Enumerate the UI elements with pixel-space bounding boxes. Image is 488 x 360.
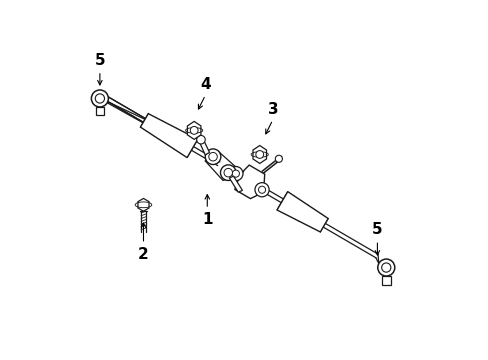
Text: 2: 2 — [138, 247, 148, 262]
Circle shape — [258, 186, 265, 193]
Circle shape — [224, 168, 232, 177]
Polygon shape — [252, 145, 266, 163]
Circle shape — [254, 183, 268, 197]
Circle shape — [255, 150, 263, 158]
Polygon shape — [277, 192, 327, 232]
Polygon shape — [187, 121, 201, 139]
Circle shape — [91, 90, 108, 107]
Circle shape — [220, 165, 236, 180]
Text: 5: 5 — [371, 222, 382, 237]
Circle shape — [377, 259, 394, 276]
Text: 4: 4 — [200, 77, 210, 92]
Polygon shape — [234, 165, 264, 199]
Polygon shape — [96, 107, 104, 116]
Circle shape — [275, 155, 282, 162]
Polygon shape — [229, 176, 242, 192]
Text: 1: 1 — [202, 212, 212, 227]
Text: 5: 5 — [94, 53, 105, 68]
Circle shape — [208, 152, 217, 161]
Circle shape — [190, 126, 198, 134]
Text: 3: 3 — [267, 102, 278, 117]
Circle shape — [228, 167, 243, 181]
Polygon shape — [199, 139, 209, 155]
Polygon shape — [381, 276, 390, 284]
Circle shape — [196, 135, 205, 144]
Circle shape — [205, 149, 221, 165]
Circle shape — [232, 170, 239, 177]
Polygon shape — [138, 198, 149, 211]
Polygon shape — [205, 152, 238, 180]
Polygon shape — [140, 114, 197, 158]
Circle shape — [381, 263, 390, 272]
Circle shape — [95, 94, 104, 103]
